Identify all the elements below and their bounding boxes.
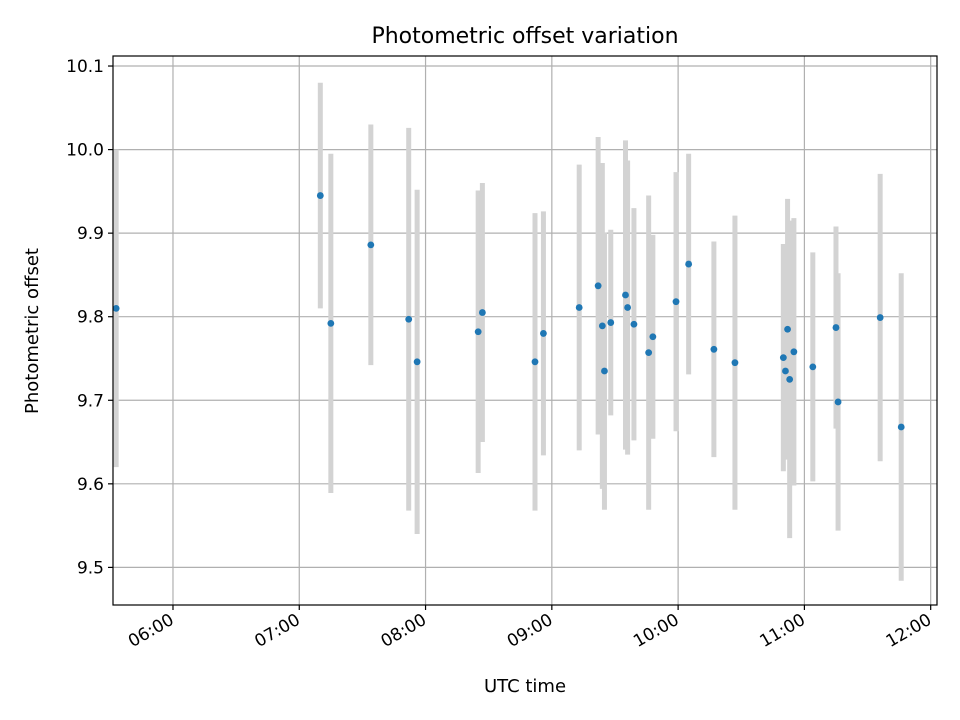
data-point <box>731 359 739 367</box>
x-tick-label: 10:00 <box>630 610 682 652</box>
data-point <box>575 304 583 311</box>
x-tick-label: 08:00 <box>378 610 430 652</box>
y-tick-label: 9.8 <box>77 308 104 328</box>
y-tick-label: 9.9 <box>77 224 104 244</box>
data-point <box>672 298 680 306</box>
data-point <box>622 291 629 299</box>
data-point <box>685 260 693 268</box>
data-point <box>327 319 335 327</box>
x-tick-label: 11:00 <box>756 610 808 652</box>
data-point <box>782 367 789 375</box>
data-point <box>405 315 413 323</box>
data-point <box>809 363 817 371</box>
data-point <box>601 367 608 375</box>
y-tick-label: 9.5 <box>77 558 104 578</box>
data-point <box>784 325 791 333</box>
plot-frame <box>112 55 938 606</box>
data-point <box>876 314 884 321</box>
y-tick-label: 9.6 <box>77 475 104 495</box>
data-point <box>645 349 653 357</box>
data-point <box>649 333 657 341</box>
data-point <box>624 304 632 311</box>
data-point <box>367 241 375 249</box>
data-point <box>531 358 539 366</box>
data-point <box>112 304 120 312</box>
x-tick-label: 12:00 <box>883 610 935 652</box>
data-point <box>474 328 482 336</box>
x-tick-label: 06:00 <box>125 610 177 652</box>
data-point <box>598 322 606 330</box>
y-tick-label: 10.0 <box>66 141 104 161</box>
x-axis-label: UTC time <box>484 676 566 697</box>
data-point <box>832 324 840 331</box>
data-point <box>630 320 638 328</box>
data-point <box>786 375 794 383</box>
y-tick-label: 10.1 <box>66 57 104 77</box>
chart-title: Photometric offset variation <box>371 24 678 49</box>
data-point <box>607 319 615 326</box>
x-tick-label: 09:00 <box>504 610 556 652</box>
data-point <box>897 423 905 431</box>
y-axis-label: Photometric offset <box>22 248 43 414</box>
data-point <box>790 348 798 356</box>
data-points <box>112 192 905 431</box>
data-point <box>710 345 718 353</box>
data-point <box>540 330 547 337</box>
y-tick-label: 9.7 <box>77 391 104 411</box>
data-point <box>316 192 324 199</box>
error-bars <box>113 82 904 581</box>
data-point <box>594 282 602 290</box>
x-tick-label: 07:00 <box>251 610 303 652</box>
data-point <box>413 358 421 366</box>
data-point <box>834 398 842 406</box>
data-point <box>779 354 787 362</box>
data-point <box>478 309 486 316</box>
